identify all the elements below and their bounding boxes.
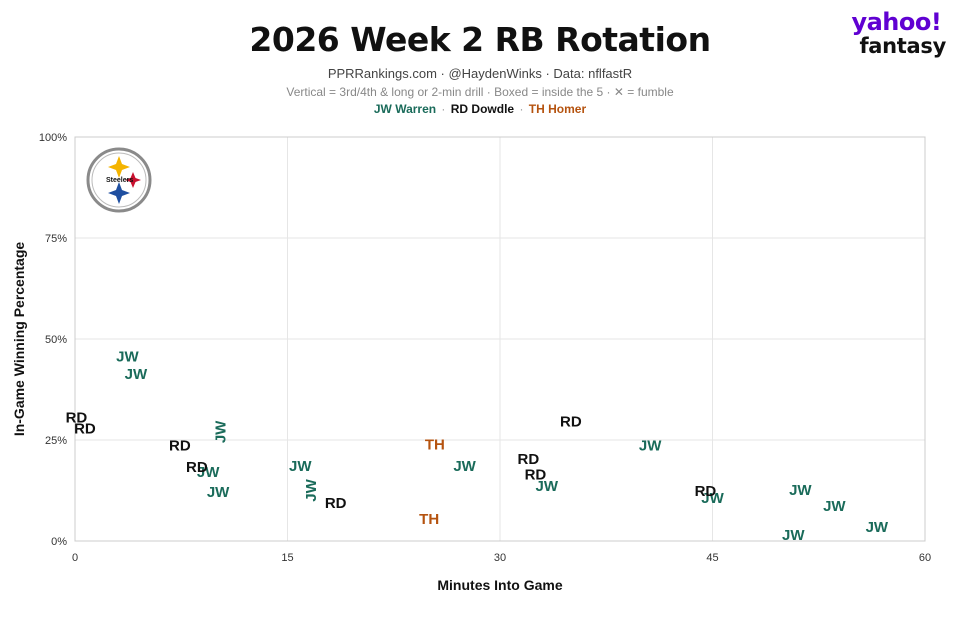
point-rd: RD	[169, 438, 191, 455]
x-tick-label: 30	[494, 552, 506, 564]
x-axis-title: Minutes Into Game	[437, 577, 562, 593]
y-tick-label: 75%	[45, 233, 67, 245]
point-rd: RD	[517, 451, 539, 468]
point-jw: JW	[207, 484, 230, 501]
x-tick-label: 0	[72, 552, 78, 564]
y-axis-ticks: 0% 25% 50% 75% 100%	[39, 132, 67, 548]
x-tick-label: 60	[919, 552, 931, 564]
chart-title: 2026 Week 2 RB Rotation	[249, 20, 711, 59]
point-rd: RD	[186, 459, 208, 476]
x-tick-label: 15	[281, 552, 293, 564]
point-jw: JW	[701, 490, 724, 507]
point-jw: JW	[823, 498, 846, 515]
legend-item-th: TH Homer	[528, 102, 587, 116]
steelers-logo-text: Steelers	[106, 177, 133, 184]
point-jw: JW	[116, 349, 139, 366]
point-rd: RD	[66, 409, 88, 426]
point-th: TH	[425, 436, 445, 453]
point-rd: RD	[74, 421, 96, 438]
point-jw: JW	[303, 478, 320, 501]
fantasy-logo-text: fantasy	[859, 34, 946, 58]
y-axis-title: In-Game Winning Percentage	[11, 242, 27, 437]
point-rd: RD	[695, 483, 717, 500]
legend-separator: ·	[516, 102, 527, 116]
point-th: TH	[419, 511, 439, 528]
point-jw: JW	[212, 420, 229, 443]
point-jw: JW	[453, 458, 476, 475]
legend-separator: ·	[438, 102, 449, 116]
point-jw: JW	[125, 366, 148, 383]
yahoo-logo-text: yahoo!	[851, 8, 942, 36]
point-rd: RD	[560, 413, 582, 430]
x-tick-label: 45	[706, 552, 718, 564]
point-jw: JW	[536, 478, 559, 495]
y-tick-label: 25%	[45, 435, 67, 447]
steelers-logo-icon: Steelers	[86, 147, 152, 213]
legend-item-rd: RD Dowdle	[450, 102, 515, 116]
plot-frame	[74, 136, 926, 542]
chart-legend: JW Warren · RD Dowdle · TH Homer	[0, 102, 960, 116]
y-tick-label: 50%	[45, 334, 67, 346]
point-rd: RD	[325, 495, 347, 512]
point-jw: JW	[789, 482, 812, 499]
y-tick-label: 100%	[39, 132, 67, 144]
y-tick-label: 0%	[51, 536, 67, 548]
x-axis-ticks: 0 15 30 45 60	[72, 552, 931, 564]
point-jw: JW	[639, 438, 662, 455]
yahoo-fantasy-logo: yahoo! fantasy	[851, 10, 946, 57]
point-jw: JW	[866, 519, 889, 536]
chart-subtitle: PPRRankings.com · @HaydenWinks · Data: n…	[327, 66, 633, 81]
legend-item-jw: JW Warren	[373, 102, 437, 116]
point-jw: JW	[197, 464, 220, 481]
chart-note: Vertical = 3rd/4th & long or 2-min drill…	[286, 85, 674, 99]
point-jw: JW	[782, 527, 805, 544]
point-jw: JW	[289, 458, 312, 475]
grid-lines	[75, 137, 925, 541]
point-rd: RD	[525, 467, 547, 484]
